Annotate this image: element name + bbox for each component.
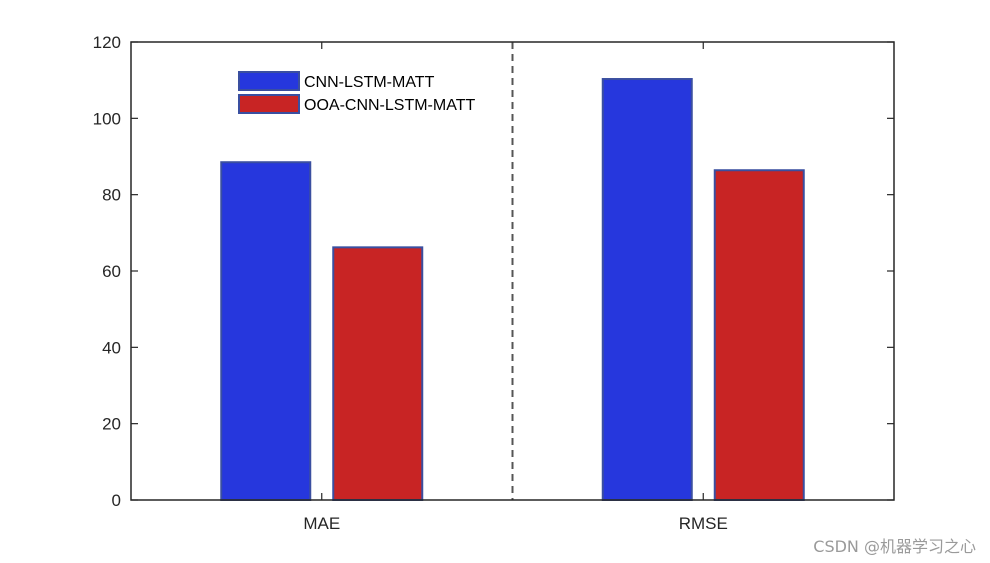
y-tick-label: 40: [102, 338, 121, 357]
y-tick-label: 100: [93, 109, 121, 128]
chart-plot-area: 0 20 40 60 80 100 120 MAE RMSE CNN-LSTM-MATT OOA-C…: [93, 33, 895, 533]
legend-swatch: [238, 94, 300, 114]
watermark: CSDN @机器学习之心: [813, 537, 976, 556]
bar-mae-series-1: [220, 161, 312, 501]
bar-rmse-series-2: [713, 169, 805, 502]
legend-swatch: [238, 71, 300, 91]
y-tick-label: 20: [102, 415, 121, 434]
legend-label: CNN-LSTM-MATT: [304, 74, 435, 91]
legend-label: OOA-CNN-LSTM-MATT: [304, 97, 475, 114]
bar-mae-series-2: [332, 246, 424, 501]
y-tick-label: 0: [112, 491, 121, 510]
y-tick-label: 60: [102, 262, 121, 281]
y-tick-label: 80: [102, 186, 121, 205]
x-tick-label: MAE: [303, 514, 340, 533]
x-tick-label: RMSE: [679, 514, 728, 533]
bar-rmse-series-1: [601, 78, 693, 501]
y-tick-label: 120: [93, 33, 121, 52]
